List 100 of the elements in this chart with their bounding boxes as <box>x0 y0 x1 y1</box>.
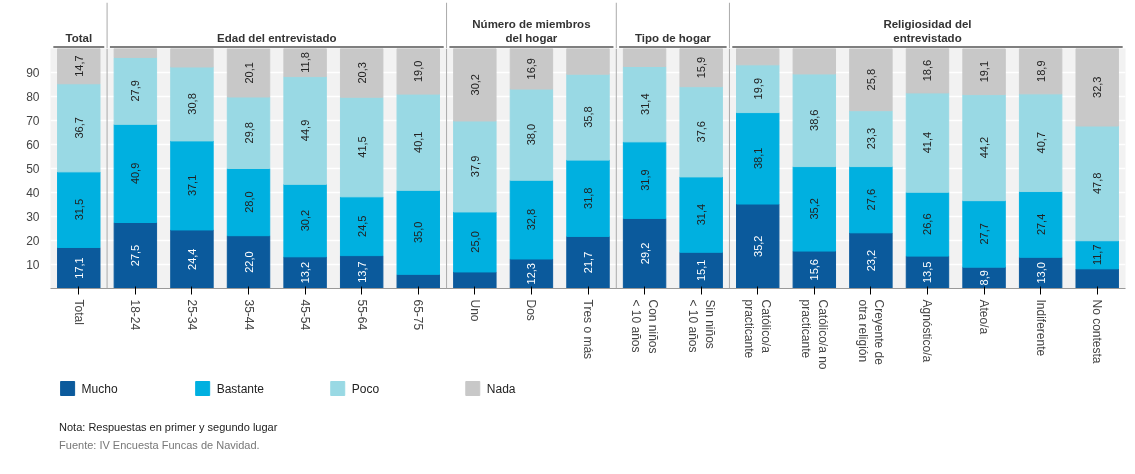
data-label: 8,9 <box>978 270 991 286</box>
data-label: 21,7 <box>582 251 594 274</box>
x-tick-label: Ateo/a <box>977 299 992 335</box>
data-label: 44,2 <box>978 136 991 159</box>
data-label: 38,0 <box>525 123 538 146</box>
bar <box>622 141 667 219</box>
x-tick-label: 65-75 <box>411 299 426 331</box>
bar <box>113 56 158 125</box>
data-label: 13,5 <box>921 261 934 283</box>
data-label: 40,7 <box>1034 131 1047 154</box>
bar <box>849 232 893 289</box>
x-tick-label: Católico/a practicante <box>742 299 774 359</box>
data-label: 37,1 <box>185 174 198 197</box>
data-label: 19,9 <box>751 77 764 100</box>
data-label: 25,0 <box>468 231 481 253</box>
bar <box>792 73 837 168</box>
data-label: 18,6 <box>921 59 934 82</box>
data-label: 38,6 <box>808 109 821 131</box>
data-label: 28,0 <box>242 191 255 213</box>
bar <box>1075 268 1119 289</box>
legend-label: Nada <box>486 381 516 396</box>
text: Edad del entrevistado <box>217 31 337 44</box>
bar <box>736 64 780 114</box>
x-tick-label: Con niños < 10 años <box>629 299 660 354</box>
bar <box>679 251 723 289</box>
bar <box>1018 191 1063 258</box>
x-tick-label: 25-34 <box>184 299 199 331</box>
data-label: 30,2 <box>299 209 312 232</box>
bar <box>283 256 327 289</box>
bar <box>396 189 440 275</box>
bar <box>792 250 837 289</box>
bar <box>339 255 384 289</box>
bar <box>226 96 271 169</box>
bar <box>339 196 384 257</box>
data-label: 23,2 <box>864 249 877 272</box>
data-label: 47,8 <box>1091 172 1104 195</box>
bar <box>849 110 893 168</box>
bar <box>453 211 497 273</box>
bar <box>453 48 497 122</box>
y-tick-label: 50 <box>26 162 40 176</box>
bar <box>622 217 667 289</box>
data-label: 35,0 <box>412 221 425 244</box>
bar <box>566 73 610 161</box>
x-tick-label: Dos <box>524 299 539 321</box>
data-label: 32,3 <box>1091 76 1104 98</box>
bar <box>905 48 950 94</box>
x-tick-label: Uno <box>467 299 482 322</box>
y-tick-label: 90 <box>26 66 40 80</box>
bar <box>57 246 101 289</box>
data-label: 36,7 <box>72 117 85 139</box>
bar <box>509 179 554 260</box>
y-tick-label: 20 <box>26 234 40 248</box>
x-tick-label: No contesta <box>1090 299 1105 364</box>
bar <box>1018 48 1063 95</box>
data-label: 23,3 <box>864 127 877 150</box>
bar <box>170 229 214 289</box>
data-label: 12,3 <box>525 263 538 285</box>
data-label: 15,6 <box>808 259 821 281</box>
bar <box>453 120 497 213</box>
data-label: 44,9 <box>299 119 312 142</box>
data-label: 11,7 <box>1091 244 1104 266</box>
bar <box>170 66 214 142</box>
data-label: 27,9 <box>129 80 142 102</box>
data-label: 18,9 <box>1034 60 1047 82</box>
data-label: 37,6 <box>695 121 708 143</box>
x-tick-label: 18-24 <box>128 299 143 331</box>
data-label: 35,2 <box>808 198 821 220</box>
data-label: 19,0 <box>412 60 425 82</box>
data-label: 13,0 <box>1034 262 1047 284</box>
bar <box>736 48 780 66</box>
y-tick-label: 80 <box>26 90 40 104</box>
data-label: 27,4 <box>1034 213 1047 236</box>
data-label: 41,5 <box>355 136 368 158</box>
y-tick-label: 10 <box>26 258 40 272</box>
data-label: 35,2 <box>751 235 764 257</box>
bar <box>170 48 214 68</box>
legend-label: Poco <box>351 381 380 396</box>
data-label: 11,8 <box>299 52 312 73</box>
text: Tipo de hogar <box>634 31 712 44</box>
data-label: 38,1 <box>751 147 764 169</box>
bar <box>339 48 384 98</box>
data-label: 13,2 <box>299 261 312 284</box>
bar <box>1018 93 1063 193</box>
data-label: 31,5 <box>72 198 85 221</box>
data-label: 27,6 <box>864 188 877 211</box>
bar <box>396 48 440 95</box>
data-label: 14,7 <box>72 55 85 77</box>
data-label: 37,9 <box>468 155 481 178</box>
bar <box>849 166 893 234</box>
data-label: 27,7 <box>978 223 991 245</box>
data-label: 41,4 <box>921 131 934 154</box>
bar <box>962 94 1006 202</box>
bar <box>283 76 327 185</box>
data-label: 31,4 <box>695 203 708 226</box>
bar <box>736 112 780 205</box>
data-label: 25,8 <box>864 68 877 91</box>
x-tick-label: Tres o más <box>581 299 595 360</box>
data-label: 22,0 <box>242 251 255 273</box>
data-label: 15,1 <box>695 259 708 282</box>
data-label: 30,2 <box>468 74 481 96</box>
